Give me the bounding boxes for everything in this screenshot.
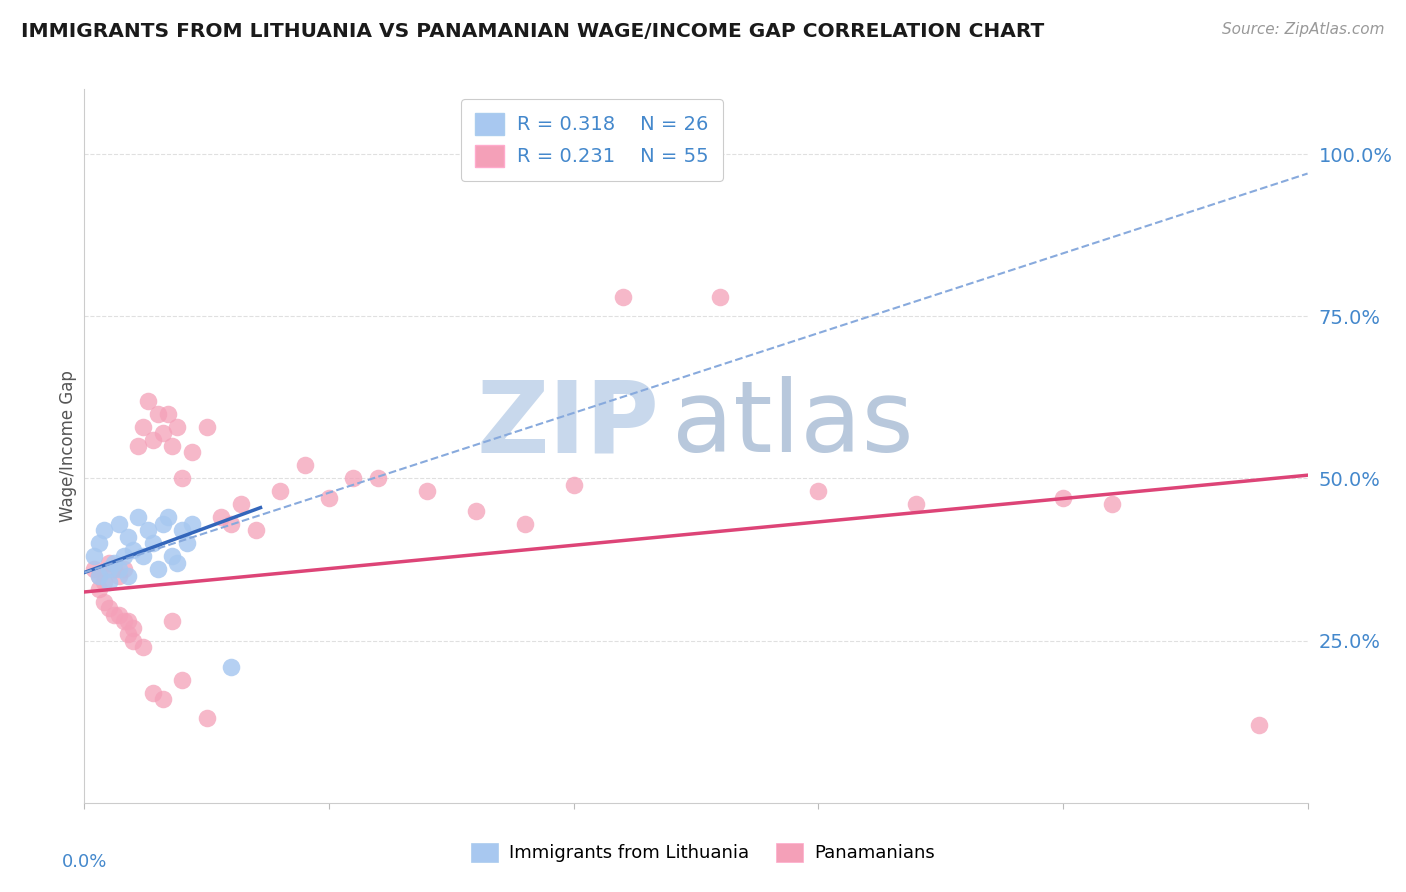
Point [1247,718,1270,732]
Point [156,510,179,524]
Point [136,524,159,538]
Point [709,290,731,304]
Point [112,549,135,564]
Point [142,536,165,550]
Point [87,568,110,582]
Point [162,549,184,564]
Legend: Immigrants from Lithuania, Panamanians: Immigrants from Lithuania, Panamanians [464,836,942,870]
Point [562,478,585,492]
Point [107,562,129,576]
Point [269,484,291,499]
Point [1052,491,1074,505]
Text: atlas: atlas [672,376,912,473]
Legend: R = 0.318    N = 26, R = 0.231    N = 55: R = 0.318 N = 26, R = 0.231 N = 55 [461,99,723,181]
Point [107,516,129,531]
Point [97,562,120,576]
Point [97,575,120,590]
Point [142,433,165,447]
Text: 0.0%: 0.0% [62,853,107,871]
Point [132,640,155,654]
Point [117,568,139,582]
Point [513,516,536,531]
Point [117,614,139,628]
Point [107,607,129,622]
Point [176,536,198,550]
Point [127,510,149,524]
Point [142,685,165,699]
Point [294,458,316,473]
Point [162,614,184,628]
Point [87,582,110,596]
Point [342,471,364,485]
Point [1101,497,1123,511]
Point [87,568,110,582]
Point [87,536,110,550]
Point [103,562,125,576]
Point [612,290,634,304]
Point [166,419,188,434]
Point [318,491,340,505]
Point [122,633,145,648]
Point [112,614,135,628]
Point [195,711,218,725]
Point [132,549,155,564]
Point [152,692,174,706]
Point [127,439,149,453]
Point [146,562,169,576]
Point [136,393,159,408]
Point [117,627,139,641]
Point [807,484,830,499]
Point [122,542,145,557]
Point [219,516,242,531]
Text: ZIP: ZIP [477,376,659,473]
Point [112,562,135,576]
Text: IMMIGRANTS FROM LITHUANIA VS PANAMANIAN WAGE/INCOME GAP CORRELATION CHART: IMMIGRANTS FROM LITHUANIA VS PANAMANIAN … [21,22,1045,41]
Point [195,419,218,434]
Point [83,549,105,564]
Point [464,504,486,518]
Point [229,497,252,511]
Point [117,530,139,544]
Point [156,407,179,421]
Text: Source: ZipAtlas.com: Source: ZipAtlas.com [1222,22,1385,37]
Point [245,524,267,538]
Point [103,556,125,570]
Point [152,425,174,440]
Point [103,607,125,622]
Point [209,510,232,524]
Point [93,524,115,538]
Point [172,471,194,485]
Point [172,673,194,687]
Point [181,445,204,459]
Point [219,659,242,673]
Point [416,484,439,499]
Point [162,439,184,453]
Point [122,621,145,635]
Point [172,524,194,538]
Point [93,595,115,609]
Point [93,575,115,590]
Point [181,516,204,531]
Point [152,516,174,531]
Point [146,407,169,421]
Point [367,471,389,485]
Point [97,601,120,615]
Point [166,556,188,570]
Point [905,497,928,511]
Point [132,419,155,434]
Point [107,568,129,582]
Point [83,562,105,576]
Point [97,556,120,570]
Y-axis label: Wage/Income Gap: Wage/Income Gap [59,370,77,522]
